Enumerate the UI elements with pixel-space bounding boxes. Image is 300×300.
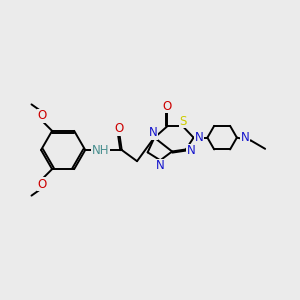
Text: O: O (163, 100, 172, 112)
Text: O: O (37, 110, 46, 122)
Text: N: N (187, 144, 196, 158)
Text: N: N (194, 131, 203, 144)
Text: O: O (115, 122, 124, 135)
Text: O: O (37, 178, 46, 190)
Text: N: N (241, 131, 250, 144)
Text: NH: NH (92, 143, 109, 157)
Text: S: S (179, 115, 187, 128)
Text: N: N (156, 159, 165, 172)
Text: N: N (148, 126, 157, 139)
